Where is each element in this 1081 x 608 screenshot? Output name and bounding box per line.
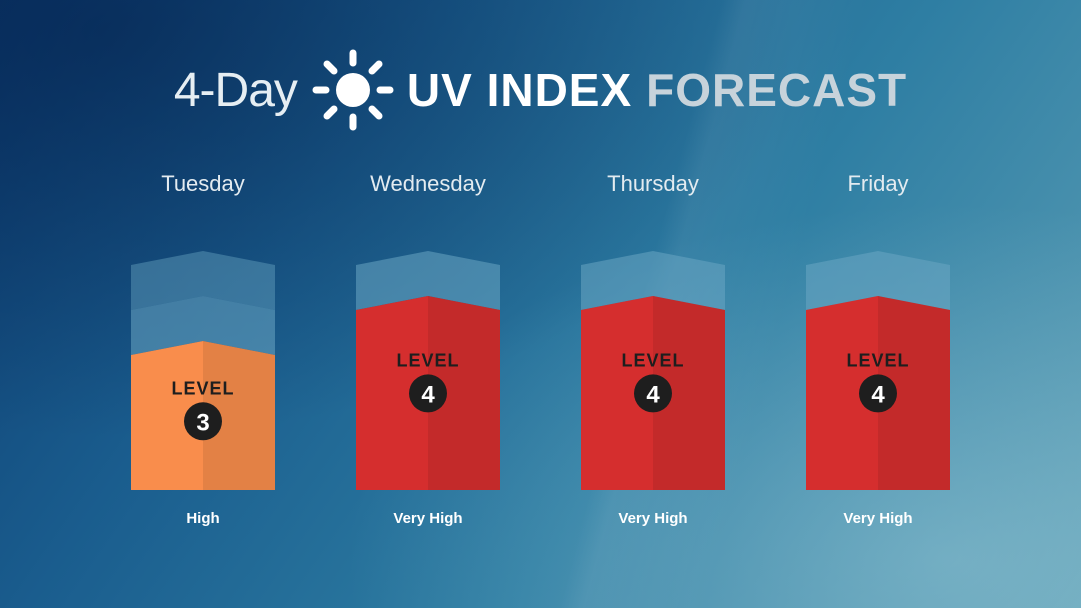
uv-column-tuesday: LEVEL 3 Tuesday High xyxy=(131,171,275,527)
level-value: 3 xyxy=(196,409,209,436)
level-value: 4 xyxy=(421,381,435,408)
bar xyxy=(806,296,878,490)
level-label: LEVEL xyxy=(846,350,909,370)
level-badge xyxy=(409,374,447,413)
bar-shade xyxy=(878,296,950,490)
risk-label: Very High xyxy=(393,510,462,527)
bar xyxy=(356,296,428,490)
sun-icon xyxy=(312,49,394,131)
uv-column-wednesday: LEVEL 4 Wednesday Very High xyxy=(356,171,500,527)
title-uv-index: UV INDEX xyxy=(406,64,633,116)
ghost-segment xyxy=(131,296,275,355)
day-label: Tuesday xyxy=(161,171,245,196)
level-label: LEVEL xyxy=(171,378,234,398)
bar-shade xyxy=(653,296,725,490)
level-badge xyxy=(634,374,672,413)
day-label: Thursday xyxy=(607,171,699,196)
bar-shade xyxy=(428,296,500,490)
level-label: LEVEL xyxy=(621,350,684,370)
risk-label: Very High xyxy=(843,510,912,527)
ghost-segment xyxy=(581,251,725,310)
level-label: LEVEL xyxy=(396,350,459,370)
ghost-segment xyxy=(806,251,950,310)
day-label: Friday xyxy=(847,171,908,196)
bar xyxy=(581,296,653,490)
title-forecast: FORECAST xyxy=(646,64,908,116)
uv-column-thursday: LEVEL 4 Thursday Very High xyxy=(581,171,725,527)
day-label: Wednesday xyxy=(370,171,486,196)
bar xyxy=(131,341,203,490)
risk-label: Very High xyxy=(618,510,687,527)
bar-shade xyxy=(203,341,275,490)
level-badge xyxy=(184,402,222,441)
level-value: 4 xyxy=(646,381,660,408)
level-value: 4 xyxy=(871,381,885,408)
risk-label: High xyxy=(186,510,219,527)
title-days: 4-Day xyxy=(173,63,298,117)
uv-column-friday: LEVEL 4 Friday Very High xyxy=(806,171,950,527)
level-badge xyxy=(859,374,897,413)
ghost-segment xyxy=(356,251,500,310)
ghost-segment xyxy=(131,251,275,310)
page-title: 4-Day UV INDEX FORECAST xyxy=(0,45,1081,135)
